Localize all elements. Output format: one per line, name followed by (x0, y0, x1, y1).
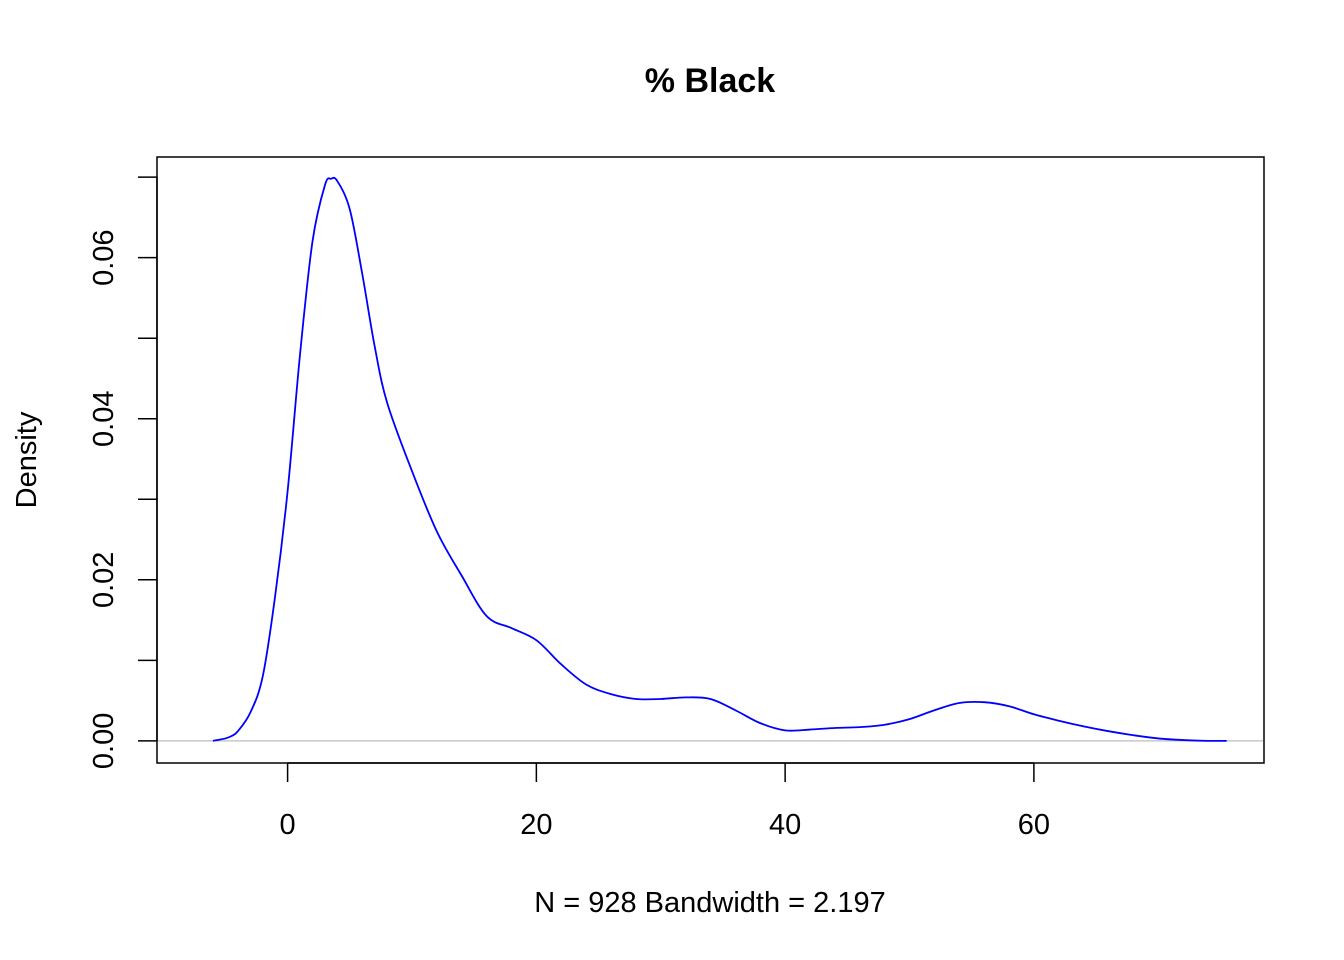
density-curve (212, 176, 1227, 742)
x-tick-label: 20 (520, 809, 552, 841)
x-tick-label: 0 (280, 809, 296, 841)
y-tick-label: 0.06 (88, 229, 120, 285)
y-tick-label: 0.00 (88, 713, 120, 769)
chart-title: % Black (645, 62, 775, 100)
x-axis: 0 20 40 60 (280, 762, 1050, 841)
x-tick-label: 40 (769, 809, 801, 841)
x-axis-label: N = 928 Bandwidth = 2.197 (534, 887, 885, 919)
y-axis-label: Density (11, 411, 43, 508)
x-tick-label: 60 (1018, 809, 1050, 841)
plot-frame (156, 156, 1265, 764)
y-axis: 0.00 0.02 0.04 0.06 (88, 176, 158, 769)
y-tick-label: 0.04 (88, 391, 120, 447)
y-tick-label: 0.02 (88, 552, 120, 608)
